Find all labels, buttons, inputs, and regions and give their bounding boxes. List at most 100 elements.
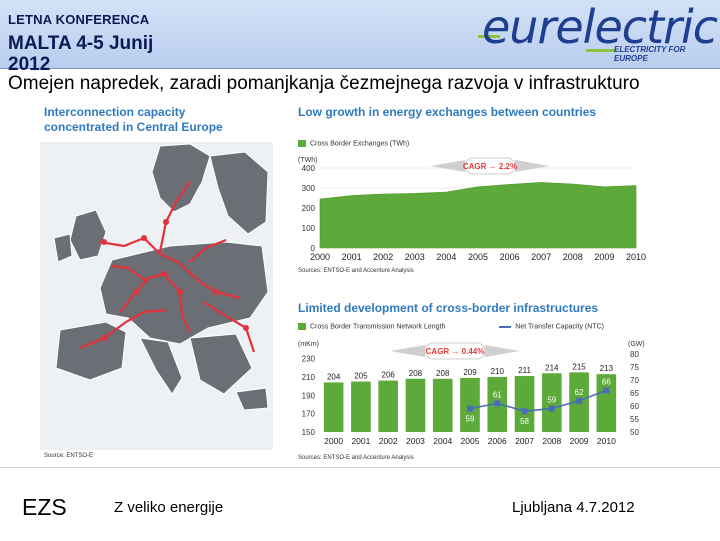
- chart1-cagr-arrow-left: [430, 160, 465, 172]
- map-source: Source: ENTSO-E: [44, 453, 94, 459]
- chart1-xtick-label: 2005: [468, 252, 488, 262]
- chart2-bar-value-label: 214: [545, 363, 559, 372]
- chart2-xtick-label: 2006: [488, 436, 507, 446]
- chart2-legend-line: Net Transfer Capacity (NTC): [515, 323, 604, 331]
- chart1-xtick-label: 2000: [310, 252, 330, 262]
- chart2-xtick-label: 2000: [324, 436, 343, 446]
- legend-swatch-exchanges: [298, 140, 306, 147]
- chart2-bar-value-label: 208: [409, 369, 423, 378]
- footer-date: Ljubljana 4.7.2012: [512, 499, 635, 516]
- chart2-cagr-arrow-left: [390, 345, 425, 357]
- chart1-xtick-label: 2010: [626, 252, 646, 262]
- chart2-xtick-label: 2003: [406, 436, 425, 446]
- map-title: Interconnection capacity concentrated in…: [44, 105, 223, 135]
- chart2-ntc-value-label: 59: [466, 415, 475, 424]
- chart1-source: Sources: ENTSO-E and Accenture Analysis: [298, 268, 414, 274]
- chart1-xtick-label: 2004: [436, 252, 456, 262]
- chart2-ntc-line: [469, 389, 607, 413]
- chart2-xtick-label: 2002: [379, 436, 398, 446]
- logo-bar: [586, 49, 616, 52]
- chart1-xtick-label: 2009: [594, 252, 614, 262]
- chart2-bar-value-label: 215: [572, 362, 586, 371]
- chart1-ytick-label: 300: [302, 184, 316, 193]
- chart2-ntc-value-label: 66: [602, 377, 611, 386]
- chart2-xtick-label: 2004: [433, 436, 452, 446]
- chart2-bar: [460, 377, 480, 432]
- chart2-bar-value-label: 208: [436, 369, 450, 378]
- chart2-y2tick-label: 50: [630, 428, 639, 437]
- map-title-line-2: concentrated in Central Europe: [44, 120, 223, 134]
- chart2-ntc-value-label: 62: [575, 388, 584, 397]
- chart1-xtick-label: 2008: [563, 252, 583, 262]
- chart2-cagr-arrow-right: [485, 345, 520, 357]
- chart2-y2label: (GW): [628, 341, 645, 348]
- chart1-cagr-label: CAGR → 2.2%: [463, 162, 517, 171]
- slide-footer: [0, 467, 720, 541]
- chart2-cagr-label: CAGR → 0.44%: [426, 347, 485, 356]
- conference-name: LETNA KONFERENCA: [8, 12, 150, 27]
- chart2-bar: [405, 378, 426, 432]
- chart2-ntc-point: [494, 400, 501, 407]
- chart2-y2tick-label: 55: [630, 415, 639, 424]
- chart2-xtick-label: 2008: [542, 436, 561, 446]
- chart1-area: [319, 182, 637, 249]
- logo-dash: [478, 35, 500, 38]
- chart2-legend: Cross Border Transmission Network Length…: [298, 323, 604, 330]
- chart2-y2tick-label: 70: [630, 376, 639, 385]
- chart2-ylabel: (mKm): [298, 341, 319, 348]
- chart2-source: Sources: ENTSO-E and Accenture Analysis: [298, 455, 414, 461]
- chart1-ytick-label: 400: [302, 164, 316, 173]
- slide-title: Omejen napredek, zaradi pomanjkanja čezm…: [8, 73, 640, 94]
- legend-line-ntc: [499, 325, 512, 328]
- chart2-bar: [432, 378, 453, 432]
- chart1-xtick-label: 2006: [500, 252, 520, 262]
- chart2-bar-value-label: 206: [382, 371, 396, 380]
- chart2-bar-line-chart: (mKm) (GW) 150 170 190 210 230 50 55 60 65 70 75 80 20…: [298, 341, 645, 446]
- chart1-legend-label: Cross Border Exchanges (TWh): [310, 140, 410, 148]
- chart1-ytick-label: 0: [311, 244, 316, 253]
- map-title-line-1: Interconnection capacity: [44, 105, 186, 119]
- chart2-xtick-label: 2001: [351, 436, 370, 446]
- europe-map: [40, 142, 273, 450]
- chart2-bar-value-label: 204: [327, 372, 341, 381]
- chart2-bar: [542, 373, 562, 432]
- chart1-title: Low growth in energy exchanges between c…: [298, 105, 597, 119]
- chart2-legend-bars: Cross Border Transmission Network Length: [310, 323, 446, 331]
- chart2-ntc-point: [467, 405, 473, 412]
- event-line-2: 2012: [8, 54, 51, 75]
- eurelectric-logo: eurelectric ELECTRICITY FOR EUROPE: [478, 0, 718, 63]
- chart2-ntc-value-label: 58: [520, 417, 529, 426]
- slide-header: LETNA KONFERENCA MALTA 4-5 Junij 2012 eu…: [0, 0, 720, 75]
- footer-slogan: Z veliko energije: [114, 499, 224, 516]
- chart1-cagr-arrow-right: [515, 160, 550, 172]
- chart2-bar-value-label: 211: [518, 366, 531, 375]
- chart2-y2tick-label: 65: [630, 389, 639, 398]
- chart2-bar: [378, 380, 398, 432]
- chart1-xtick-label: 2001: [342, 252, 362, 262]
- logo-tagline: ELECTRICITY FOR EUROPE: [614, 45, 686, 63]
- event-location-date: MALTA 4-5 Junij 2012: [8, 33, 208, 75]
- chart2-ntc-point: [548, 405, 555, 412]
- chart2-ntc-point: [521, 408, 528, 415]
- chart2-bar-value-label: 213: [600, 364, 614, 373]
- chart2-ytick-label: 150: [302, 428, 316, 437]
- chart2-ytick-label: 190: [302, 391, 316, 400]
- chart2-ntc-point: [603, 387, 610, 394]
- chart2-bar-value-label: 209: [463, 368, 477, 377]
- chart2-xtick-label: 2005: [461, 436, 480, 446]
- chart2-ytick-label: 210: [302, 373, 316, 382]
- chart2-bar: [351, 381, 371, 432]
- chart1-ytick-label: 100: [302, 224, 316, 233]
- chart1-xtick-label: 2007: [531, 252, 551, 262]
- europe-map-panel: Interconnection capacity concentrated in…: [40, 102, 273, 464]
- chart2-ntc-value-label: 61: [493, 390, 502, 399]
- chart2-bar: [596, 374, 617, 432]
- logo-wordmark: eurelectric: [482, 0, 718, 54]
- chart1-ytick-label: 200: [302, 204, 316, 213]
- chart2-cagr-pill: [424, 342, 486, 360]
- chart2-ntc-value-label: 59: [547, 396, 556, 405]
- chart1-ylabel: (TWh): [298, 157, 317, 164]
- chart2-xtick-label: 2007: [515, 436, 534, 446]
- chart2-y2tick-label: 75: [630, 363, 639, 372]
- chart2-bar-value-label: 210: [491, 367, 505, 376]
